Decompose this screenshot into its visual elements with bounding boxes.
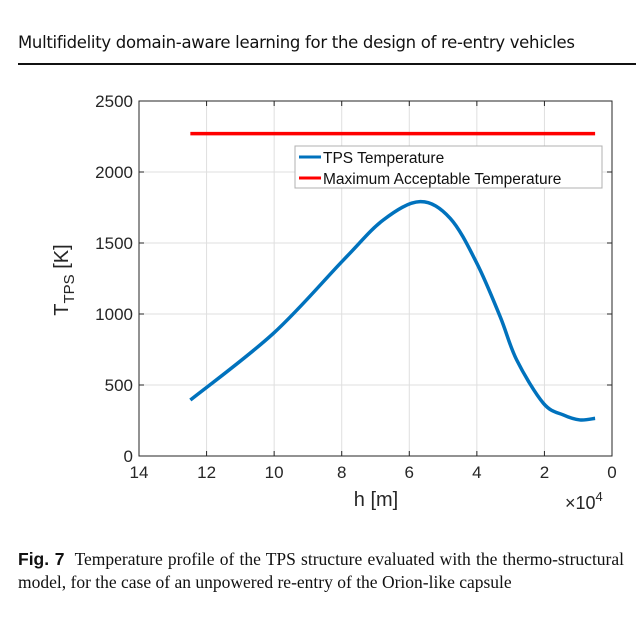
x-multiplier-base: ×10 xyxy=(565,493,596,513)
legend: TPS Temperature Maximum Acceptable Tempe… xyxy=(294,145,603,189)
header-rule xyxy=(18,63,636,65)
x-tick-label: 8 xyxy=(337,463,346,482)
series-group xyxy=(189,131,596,422)
running-title: Multifidelity domain-aware learning for … xyxy=(18,33,575,52)
y-tick-label: 2500 xyxy=(95,92,133,111)
ticks: 14 12 10 8 6 4 2 0 0 500 1000 1500 2000 2500 xyxy=(95,92,617,482)
x-multiplier: ×104 xyxy=(565,489,603,513)
legend-label-tps: TPS Temperature xyxy=(323,150,444,167)
x-multiplier-exp: 4 xyxy=(596,489,603,504)
y-tick-label: 2000 xyxy=(95,163,133,182)
y-tick-label: 1500 xyxy=(95,234,133,253)
tps-temperature-line xyxy=(189,199,596,422)
x-tick-label: 12 xyxy=(197,463,216,482)
legend-box xyxy=(294,145,603,189)
legend-label-max: Maximum Acceptable Temperature xyxy=(323,171,561,188)
x-axis-label: h [m] xyxy=(354,489,398,511)
y-label-unit: [K] xyxy=(51,244,73,274)
caption-text: Temperature profile of the TPS structure… xyxy=(18,549,625,592)
y-label-sub: TPS xyxy=(61,274,78,303)
y-tick-label: 1000 xyxy=(95,305,133,324)
y-tick-label: 500 xyxy=(105,376,133,395)
plot-frame xyxy=(138,100,613,457)
x-tick-label: 6 xyxy=(405,463,414,482)
x-tick-label: 14 xyxy=(130,463,149,482)
x-tick-label: 2 xyxy=(540,463,549,482)
caption-label: Fig. 7 xyxy=(18,549,65,569)
x-tick-label: 4 xyxy=(472,463,481,482)
figure-caption: Fig. 7 Temperature profile of the TPS st… xyxy=(18,548,624,594)
x-tick-label: 10 xyxy=(265,463,284,482)
tps-temperature-chart: 14 12 10 8 6 4 2 0 0 500 1000 1500 2000 2500 h [m] ×1… xyxy=(51,92,617,513)
y-label-main: T xyxy=(51,303,73,315)
y-tick-label: 0 xyxy=(124,447,133,466)
y-axis-label: TTPS [K] xyxy=(51,244,78,315)
x-tick-label: 0 xyxy=(607,463,616,482)
